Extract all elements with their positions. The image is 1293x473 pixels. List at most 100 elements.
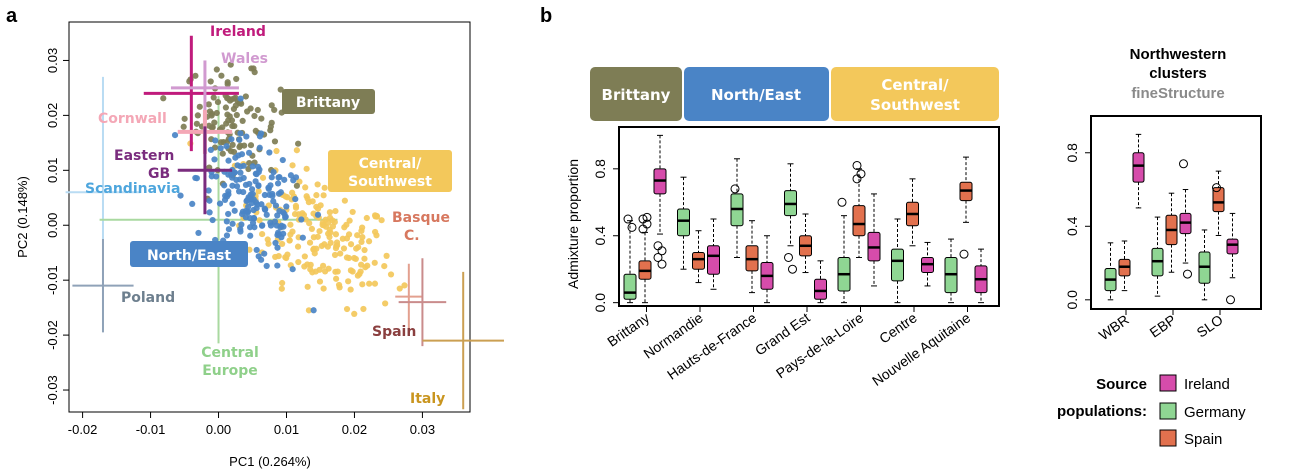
sample-point <box>331 251 339 259</box>
sample-point <box>387 271 395 278</box>
sample-point <box>301 253 308 260</box>
sample-point <box>232 154 239 161</box>
category-label-nouvelle-aquitaine: Nouvelle Aquitaine <box>869 309 973 389</box>
regions-plot-frame <box>618 126 1000 307</box>
sample-point <box>281 210 288 218</box>
sample-point <box>292 195 299 203</box>
sample-point <box>230 148 238 156</box>
sample-point <box>221 182 228 189</box>
sample-point <box>274 262 281 269</box>
sample-point <box>346 217 353 224</box>
regions-boxplot: Admixture proportion 0.0 0.4 0.8 Brittany No… <box>565 126 1000 389</box>
sample-point <box>265 185 272 193</box>
sample-point <box>298 216 305 223</box>
sample-point <box>272 239 279 247</box>
pca-x-tick-label: -0.01 <box>136 422 166 437</box>
sample-point <box>345 231 353 238</box>
sample-point <box>283 254 290 262</box>
sample-point <box>252 178 259 185</box>
sample-point <box>207 146 214 154</box>
sample-point <box>281 176 288 183</box>
sample-point <box>240 162 247 169</box>
sample-point <box>253 246 260 254</box>
sample-point <box>302 184 309 191</box>
sample-point <box>352 255 359 263</box>
sample-point <box>271 138 279 145</box>
sample-point <box>286 237 293 244</box>
sample-point <box>329 223 337 230</box>
sample-point <box>358 227 365 235</box>
sample-point <box>177 192 184 199</box>
sample-point <box>259 230 266 238</box>
outlier-ebp-ireland <box>1179 159 1188 169</box>
sample-point <box>226 113 233 120</box>
sample-point <box>206 197 213 204</box>
sample-point <box>310 307 317 314</box>
sample-point <box>205 101 212 108</box>
sample-point <box>206 209 213 216</box>
sample-point <box>181 115 188 122</box>
sample-point <box>209 124 216 131</box>
sample-point <box>237 95 244 102</box>
sample-point <box>217 145 224 152</box>
sample-point <box>229 200 236 207</box>
sample-point <box>279 240 286 248</box>
label-brittany: Brittany <box>296 95 360 111</box>
sample-point <box>291 210 299 218</box>
sample-point <box>295 258 302 266</box>
sample-point <box>347 286 354 293</box>
sample-point <box>245 149 253 156</box>
sample-point <box>227 61 234 68</box>
sample-point <box>256 217 263 224</box>
box-y-tick-label: 0.0 <box>1064 290 1080 310</box>
header-north-east-box <box>684 67 829 121</box>
sample-point <box>232 94 239 101</box>
northwestern-boxplot: Northwestern clusters fineStructure 0.0 0… <box>1064 46 1262 343</box>
sample-points <box>160 61 408 318</box>
sample-point <box>229 220 236 227</box>
sample-point <box>213 66 220 73</box>
sample-point <box>341 197 348 204</box>
sample-point <box>303 165 310 172</box>
outlier-pays-de-la-loire-spain <box>852 160 862 170</box>
sample-point <box>225 171 232 178</box>
sample-point <box>247 142 255 149</box>
reference-population-crosses <box>65 76 504 410</box>
sample-point <box>180 123 187 130</box>
label-spain: Spain <box>372 324 416 340</box>
legend: Source populations: Ireland Germany Spai… <box>1057 374 1246 448</box>
sample-point <box>240 174 247 182</box>
sample-point <box>299 210 306 217</box>
label-central-southwest-box <box>328 150 452 192</box>
sample-point <box>255 188 262 195</box>
sample-point <box>299 234 306 241</box>
sample-point <box>293 147 300 154</box>
sample-point <box>274 244 281 251</box>
nw-title-line-2: clusters <box>1149 65 1207 82</box>
sample-point <box>259 174 267 181</box>
pca-y-tick-label: -0.02 <box>45 320 60 350</box>
sample-point <box>316 228 323 235</box>
label-basque-c: C. <box>404 228 420 244</box>
sample-point <box>321 184 328 191</box>
sample-point <box>237 130 244 137</box>
sample-point <box>258 115 265 122</box>
sample-point <box>258 201 265 208</box>
sample-point <box>265 240 272 247</box>
sample-point <box>244 196 251 204</box>
sample-point <box>361 246 368 254</box>
sample-point <box>349 208 356 216</box>
sample-point <box>266 149 273 156</box>
sample-point <box>239 117 246 124</box>
sample-point <box>255 253 262 260</box>
sample-point <box>210 94 217 101</box>
sample-point <box>304 283 311 290</box>
sample-point <box>212 137 219 144</box>
sample-point <box>309 269 316 276</box>
box-y-tick-label: 0.4 <box>592 226 608 246</box>
pca-y-tick-label: 0.02 <box>45 103 60 128</box>
sample-point <box>287 172 295 179</box>
sample-point <box>372 228 379 236</box>
legend-title-line-1: Source <box>1096 376 1147 393</box>
